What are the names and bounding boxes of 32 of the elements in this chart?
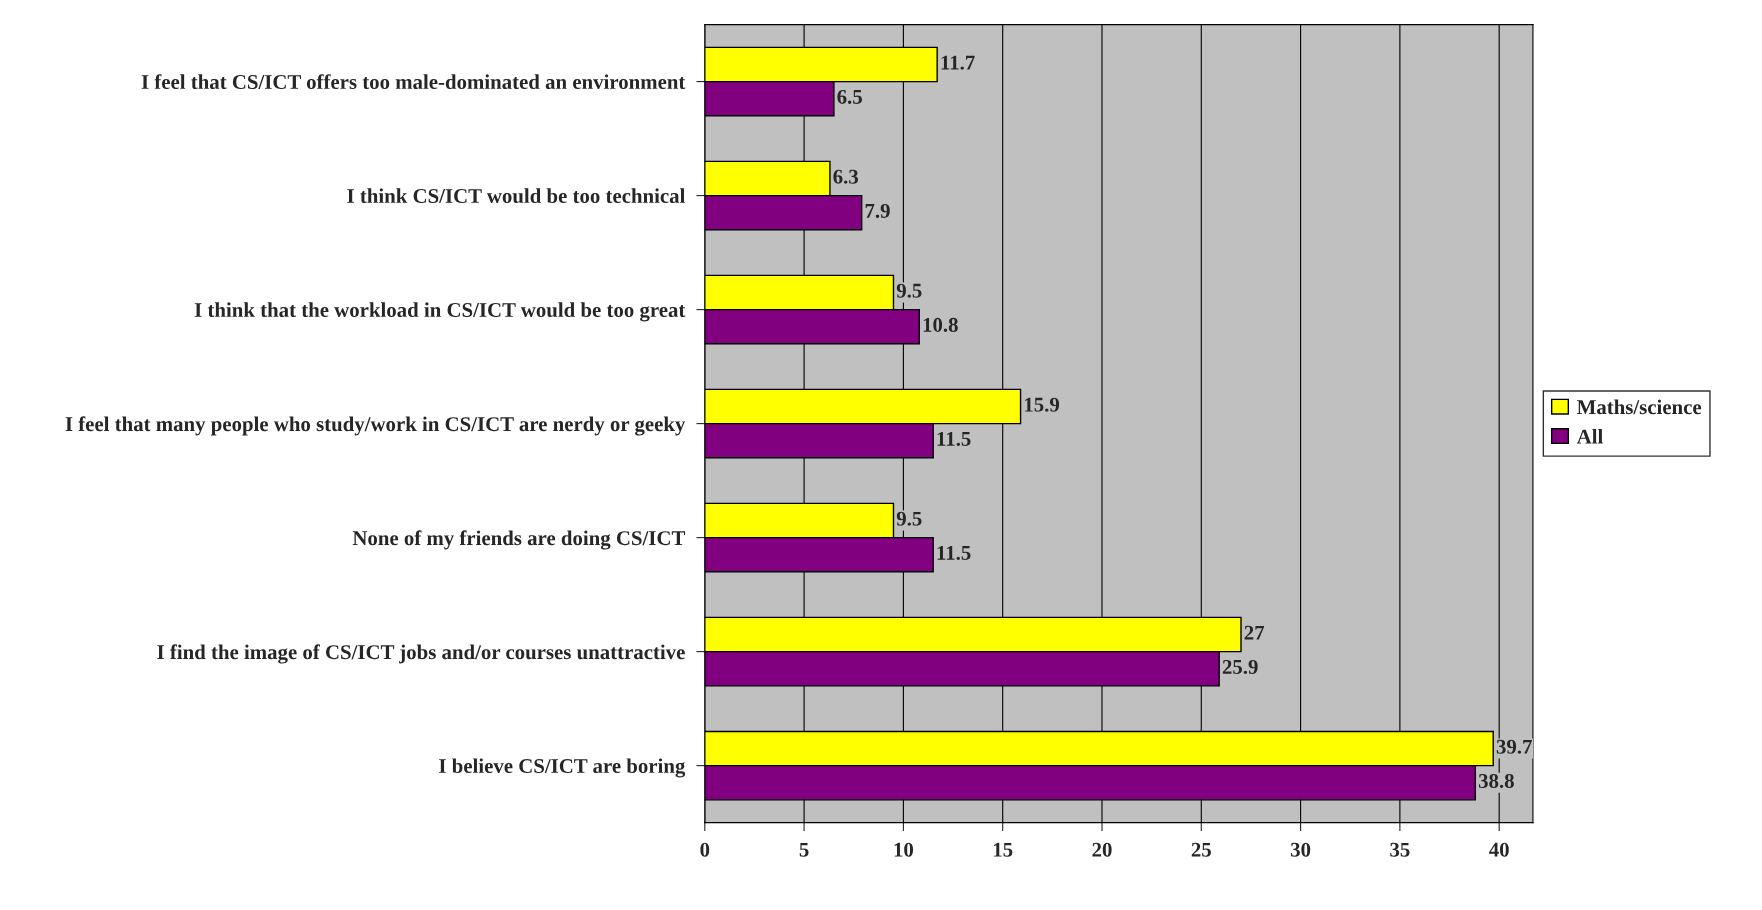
data-label: 11.5 (937, 545, 971, 561)
data-label: 11.7 (941, 55, 975, 70)
data-label: 11.5 (937, 431, 971, 447)
y-tick-label: I feel that CS/ICT offers too male-dominated an environment (141, 74, 686, 90)
y-tick-label: I think CS/ICT would be too technical (347, 188, 686, 204)
y-tick-label: I find the image of CS/ICT jobs and/or courses unattractive (157, 644, 685, 664)
data-label: 10.8 (923, 317, 958, 332)
data-label: 27 (1244, 625, 1265, 640)
legend-label: Maths/science (1577, 399, 1702, 415)
data-label: 6.5 (837, 89, 862, 104)
y-tick-label: None of my friends are doing CS/ICT (352, 530, 686, 550)
legend-label: All (1576, 428, 1603, 444)
x-tick-label: 30 (1290, 842, 1311, 857)
x-tick-label: 25 (1191, 842, 1211, 857)
y-tick-label: I feel that many people who study/work in CS/ICT are nerdy or geeky (65, 416, 686, 436)
x-tick-label: 5 (799, 842, 809, 857)
data-label: 9.5 (896, 511, 922, 526)
data-label: 7.9 (865, 203, 890, 218)
x-tick-label: 15 (993, 842, 1013, 857)
y-tick-label: I think that the workload in CS/ICT would be too great (194, 302, 686, 322)
x-tick-label: 0 (700, 842, 710, 857)
x-tick-label: 20 (1092, 842, 1112, 857)
data-label: 25.9 (1222, 659, 1258, 675)
x-tick-label: 10 (894, 842, 914, 857)
data-label: 39.7 (1496, 739, 1532, 754)
y-tick-label: I believe CS/ICT are boring (439, 758, 686, 778)
data-label: 9.5 (896, 283, 922, 298)
x-tick-label: 35 (1390, 842, 1410, 857)
data-label: 38.8 (1478, 773, 1514, 789)
x-tick-label: 40 (1489, 842, 1509, 857)
data-label: 15.9 (1025, 397, 1060, 412)
data-label: 6.3 (833, 169, 859, 184)
